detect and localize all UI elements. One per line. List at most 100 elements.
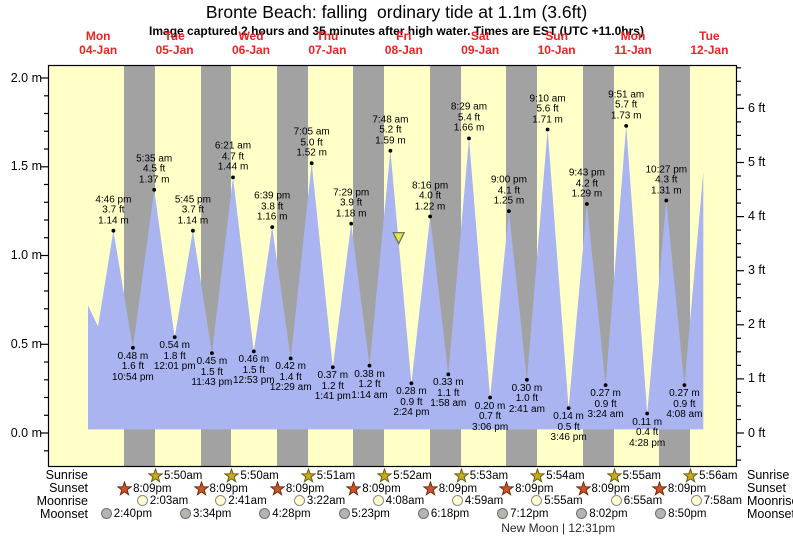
new-moon-caption: New Moon | 12:31pm <box>501 521 616 535</box>
sunrise-row-label-right: Sunrise <box>747 468 790 482</box>
y-axis-left-tick-label: 1.5 m <box>10 159 42 174</box>
day-label: Sun 10-Jan <box>537 29 576 57</box>
high-tide-annotation: 6:39 pm 3.8 ft 1.16 m <box>254 190 291 223</box>
low-tide-annotation: 0.37 m 1.2 ft 1:41 pm <box>314 370 351 403</box>
high-tide-annotation: 8:29 am 5.4 ft 1.66 m <box>450 101 488 134</box>
low-tide-annotation: 0.33 m 1.1 ft 1:58 am <box>430 377 467 410</box>
sunrise-star-icon <box>453 468 469 483</box>
moonrise-marker: 7:58am <box>690 494 742 507</box>
sunset-time: 8:09pm <box>515 482 554 495</box>
moonset-time: 8:50pm <box>668 507 707 520</box>
high-tide-annotation: 9:43 pm 4.2 ft 1.29 m <box>568 167 605 200</box>
sunrise-star-icon <box>377 468 393 483</box>
moonset-time: 3:34pm <box>193 507 232 520</box>
sunset-marker: 8:09pm <box>269 481 324 496</box>
y-axis-left-tick-label: 0.5 m <box>10 336 42 351</box>
moonrise-time: 4:59am <box>464 494 504 507</box>
moonset-row-label-right: Moonset <box>747 507 793 521</box>
moonrise-marker: 5:55am <box>530 494 583 507</box>
day-label: Tue 05-Jan <box>155 29 194 57</box>
moonset-moon-icon <box>338 508 350 519</box>
sunset-time: 8:09pm <box>362 482 401 495</box>
sunrise-time: 5:50am <box>164 469 203 482</box>
moonrise-time: 7:58am <box>703 494 742 507</box>
sunrise-star-icon <box>683 468 699 483</box>
moonrise-moon-icon <box>136 495 148 506</box>
sunset-row-label-left: Sunset <box>49 481 88 495</box>
y-axis-left-tick-label: 1.0 m <box>10 248 42 262</box>
y-axis-right-tick-label: 1 ft <box>748 371 766 386</box>
high-tide-annotation: 10:27 pm 4.3 ft 1.31 m <box>645 164 688 196</box>
sunrise-marker: 5:50am <box>224 468 279 483</box>
moonrise-marker: 3:22am <box>293 494 345 507</box>
moonset-time: 7:12pm <box>510 507 549 520</box>
y-axis-right-tick-label: 5 ft <box>748 155 766 169</box>
day-label: Fri 08-Jan <box>384 29 423 57</box>
sunset-marker: 8:09pm <box>651 481 706 496</box>
day-label: Thu 07-Jan <box>308 29 347 57</box>
sunrise-marker: 5:56am <box>683 468 737 483</box>
high-tide-annotation: 5:45 pm 3.7 ft 1.14 m <box>174 194 211 227</box>
day-label: Tue 12-Jan <box>690 29 729 57</box>
low-tide-annotation: 0.38 m 1.2 ft 1:14 am <box>351 368 388 401</box>
moonrise-moon-icon <box>293 495 305 506</box>
moonrise-time: 4:08am <box>385 494 425 507</box>
moonrise-marker: 2:41am <box>214 494 267 507</box>
sunset-marker: 8:09pm <box>499 481 553 496</box>
sunset-marker: 8:09pm <box>117 481 171 496</box>
moonset-moon-icon <box>259 508 271 519</box>
sunrise-marker: 5:51am <box>300 468 356 483</box>
low-tide-annotation: 0.54 m 1.8 ft 12:01 pm <box>153 340 196 373</box>
moonset-marker: 8:02pm <box>575 507 628 520</box>
day-label: Mon 11-Jan <box>614 29 652 57</box>
moonset-time: 6:18pm <box>430 507 470 520</box>
sunset-star-icon <box>575 481 591 496</box>
day-label: Wed 06-Jan <box>231 29 271 57</box>
sunset-star-icon <box>422 481 438 496</box>
night-band <box>276 65 308 467</box>
day-label: Mon 04-Jan <box>79 29 118 57</box>
moonset-moon-icon <box>100 508 112 519</box>
sunrise-marker: 5:52am <box>377 468 432 483</box>
moonset-moon-icon <box>417 508 429 519</box>
sunrise-time: 5:54am <box>546 469 585 482</box>
high-tide-annotation: 5:35 am 4.5 ft 1.37 m <box>136 153 173 186</box>
high-tide-annotation: 6:21 am 4.7 ft 1.44 m <box>214 140 252 173</box>
moonrise-time: 6:55am <box>623 494 663 507</box>
y-axis-left-tick-label: 2.0 m <box>10 70 42 85</box>
y-axis-right-tick-label: 3 ft <box>748 263 766 278</box>
sunrise-time: 5:55am <box>622 469 661 482</box>
sunset-time: 8:09pm <box>209 482 248 495</box>
moonset-marker: 4:28pm <box>258 507 311 520</box>
moonrise-time: 2:03am <box>149 494 189 507</box>
moonrise-moon-icon <box>215 495 227 506</box>
moonset-moon-icon <box>655 508 667 519</box>
moonrise-moon-icon <box>451 495 463 506</box>
high-tide-annotation: 4:46 pm 3.7 ft 1.14 m <box>95 194 132 227</box>
y-axis-right-tick-label: 0 ft <box>748 425 766 440</box>
sunset-marker: 8:09pm <box>422 481 478 496</box>
low-tide-annotation: 0.42 m 1.4 ft 12:29 am <box>269 361 312 394</box>
moonset-marker: 8:50pm <box>654 507 706 520</box>
sunrise-marker: 5:53am <box>453 468 508 483</box>
low-tide-annotation: 0.14 m 0.5 ft 3:46 pm <box>550 411 587 444</box>
sunrise-row-label-left: Sunrise <box>45 468 88 482</box>
low-tide-annotation: 0.27 m 0.9 ft 3:24 am <box>587 388 624 421</box>
moonrise-time: 5:55am <box>544 494 583 507</box>
moonrise-marker: 6:55am <box>610 494 662 507</box>
moonrise-marker: 4:08am <box>372 494 424 507</box>
low-tide-annotation: 0.30 m 1.0 ft 2:41 am <box>508 382 545 415</box>
y-axis-right-tick-label: 6 ft <box>748 100 766 115</box>
moonset-moon-icon <box>576 508 588 519</box>
moonrise-time: 2:41am <box>228 494 267 507</box>
moonset-marker: 5:23pm <box>338 507 390 520</box>
high-tide-annotation: 9:10 am 5.6 ft 1.71 m <box>529 93 566 125</box>
low-tide-annotation: 0.11 m 0.4 ft 4:28 pm <box>629 416 666 449</box>
sunset-time: 8:09pm <box>438 482 478 495</box>
sunset-time: 8:09pm <box>591 482 630 495</box>
sunset-star-icon <box>117 481 133 496</box>
moonset-time: 4:28pm <box>272 507 311 520</box>
sunrise-time: 5:51am <box>316 469 356 482</box>
moonrise-marker: 2:03am <box>136 494 188 507</box>
moonrise-row-label-left: Moonrise <box>36 494 88 508</box>
